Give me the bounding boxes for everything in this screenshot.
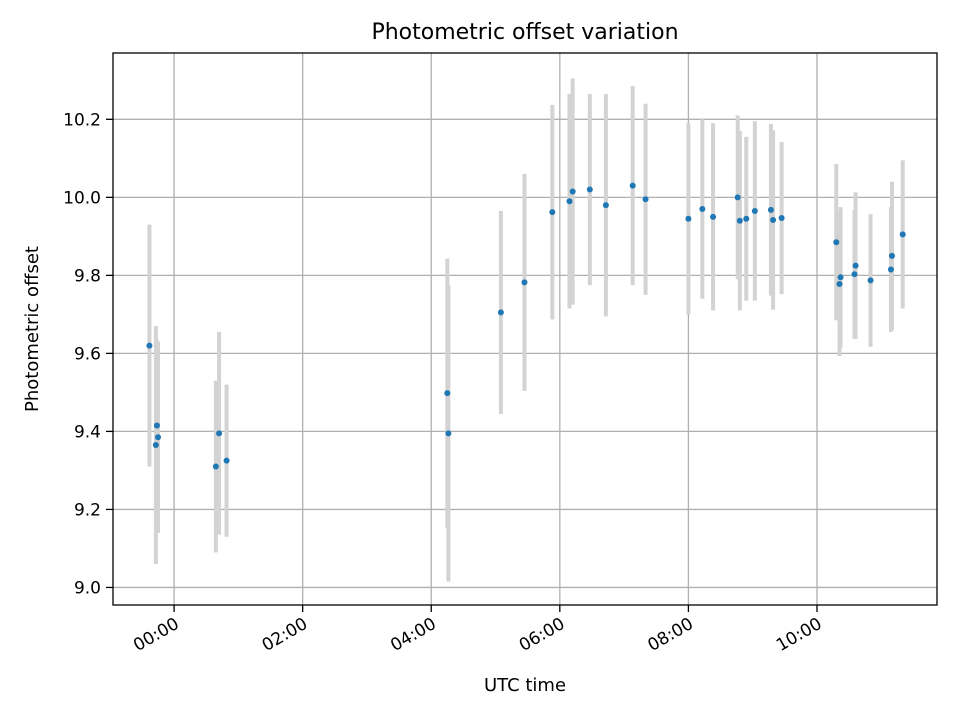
data-point: [887, 266, 894, 273]
data-point: [521, 279, 528, 286]
data-point: [444, 390, 451, 397]
y-tick-label: 9.0: [74, 578, 101, 598]
plot-area-frame: [112, 52, 938, 606]
data-point: [586, 186, 593, 193]
data-point: [767, 206, 774, 213]
y-tick-label: 9.8: [74, 266, 101, 286]
x-axis-label: UTC time: [484, 675, 566, 696]
data-point: [629, 182, 636, 189]
y-axis: 9.0 9.2 9.4 9.6 9.8 10.0 10.2: [63, 110, 113, 598]
data-point: [497, 309, 504, 316]
data-point: [445, 430, 452, 437]
data-point: [736, 217, 743, 224]
data-points: [146, 182, 906, 470]
data-point: [734, 194, 741, 201]
data-point: [699, 206, 706, 213]
y-tick-label: 9.2: [74, 500, 101, 520]
data-point: [837, 274, 844, 281]
data-point: [223, 457, 230, 464]
y-tick-label: 9.4: [74, 422, 101, 442]
chart-title: Photometric offset variation: [371, 20, 678, 45]
data-point: [851, 271, 858, 278]
data-point: [888, 252, 895, 259]
y-tick-label: 9.6: [74, 344, 101, 364]
data-point: [867, 277, 874, 284]
data-point: [751, 207, 758, 214]
data-point: [642, 196, 649, 203]
data-point: [770, 216, 777, 223]
data-point: [549, 209, 556, 216]
data-point: [833, 239, 840, 246]
data-point: [852, 262, 859, 269]
data-point: [569, 188, 576, 195]
data-point: [155, 434, 162, 441]
data-point: [216, 430, 223, 437]
data-point: [778, 215, 785, 222]
y-tick-label: 10.0: [63, 188, 101, 208]
data-point: [602, 202, 609, 209]
data-point: [212, 463, 219, 470]
grid-lines: [113, 53, 937, 605]
data-point: [685, 215, 692, 222]
data-point: [836, 280, 843, 287]
data-point: [710, 213, 717, 220]
data-point: [566, 198, 573, 205]
data-point: [899, 231, 906, 238]
data-point: [146, 342, 153, 349]
data-point: [152, 442, 159, 449]
data-point: [743, 215, 750, 222]
y-tick-label: 10.2: [63, 110, 101, 130]
y-axis-label: Photometric offset: [22, 246, 43, 412]
data-point: [153, 422, 160, 429]
